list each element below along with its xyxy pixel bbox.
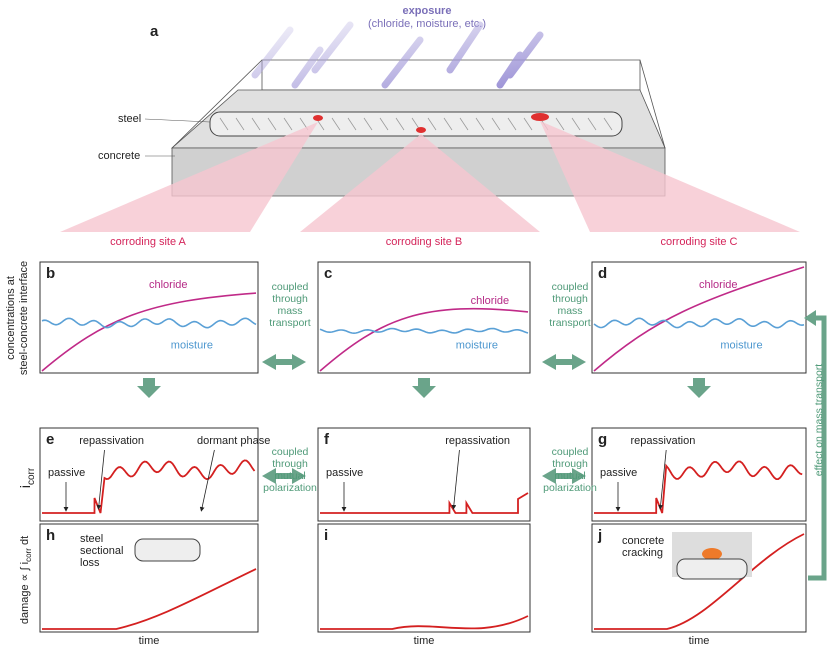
y-label: damage ∝ ∫ icorr dt (19, 536, 33, 624)
coupling-label: mass (277, 305, 302, 317)
repassivation-label: repassivation (445, 435, 510, 447)
exposure-title: exposure (403, 5, 452, 17)
coupling-label: mutual (554, 470, 586, 482)
moisture-label: moisture (456, 340, 498, 352)
panel-label: d (598, 265, 607, 282)
down-arrow (137, 378, 161, 398)
panel-label: e (46, 431, 54, 448)
panel-label: i (324, 527, 328, 544)
rebar-icon (135, 539, 200, 561)
site-label: corroding site A (110, 236, 186, 248)
note: cracking (622, 547, 663, 559)
note: sectional (80, 545, 123, 557)
coupling-label: transport (549, 317, 591, 329)
coupling-label: coupled (272, 446, 309, 458)
site-label: corroding site C (660, 236, 737, 248)
feedback-label: effect on mass transport (813, 364, 825, 477)
panel-label: g (598, 431, 607, 448)
passive-label: passive (326, 467, 363, 479)
coupling-label: through (552, 293, 588, 305)
site-label: corroding site B (386, 236, 462, 248)
exposure-detail: (chloride, moisture, etc.) (368, 18, 486, 30)
coupling-label: polarization (263, 482, 317, 494)
panel-label: b (46, 265, 55, 282)
steel-label: steel (118, 113, 141, 125)
moisture-label: moisture (720, 340, 762, 352)
moisture-label: moisture (171, 340, 213, 352)
note: concrete (622, 535, 664, 547)
time-label: time (689, 635, 710, 647)
panel-label: h (46, 527, 55, 544)
panel-label: j (597, 527, 602, 544)
figure: exposure (chloride, moisture, etc.) a st… (0, 0, 832, 647)
time-label: time (414, 635, 435, 647)
panel-frame (318, 524, 530, 632)
double-arrow (542, 354, 586, 370)
rust-icon (702, 548, 722, 560)
coupling-label: through (272, 293, 308, 305)
panel-label: c (324, 265, 332, 282)
coupling-label: coupled (272, 281, 309, 293)
rebar-icon (677, 559, 747, 579)
dormant-label: dormant phase (197, 435, 270, 447)
down-arrow (687, 378, 711, 398)
chloride-label: chloride (471, 295, 510, 307)
coupling-label: through (552, 458, 588, 470)
repassivation-label: repassivation (79, 435, 144, 447)
coupling-label: coupled (552, 281, 589, 293)
chloride-label: chloride (149, 279, 188, 291)
coupling-label: mass (557, 305, 582, 317)
coupling-label: through (272, 458, 308, 470)
time-label: time (139, 635, 160, 647)
y-label: icorr (17, 467, 37, 488)
y-label: concentrations at (5, 276, 17, 360)
panel-label: a (150, 23, 159, 40)
passive-label: passive (600, 467, 637, 479)
panel-frame (318, 262, 530, 373)
note: loss (80, 557, 100, 569)
y-label: steel-concrete interface (18, 261, 30, 375)
concrete-label: concrete (98, 150, 140, 162)
passive-label: passive (48, 467, 85, 479)
coupling-label: mutual (274, 470, 306, 482)
coupling-label: transport (269, 317, 311, 329)
repassivation-label: repassivation (631, 435, 696, 447)
concrete-block (60, 25, 800, 232)
down-arrow (412, 378, 436, 398)
coupling-label: polarization (543, 482, 597, 494)
note: steel (80, 533, 103, 545)
coupling-label: coupled (552, 446, 589, 458)
chloride-label: chloride (699, 279, 738, 291)
double-arrow (262, 354, 306, 370)
